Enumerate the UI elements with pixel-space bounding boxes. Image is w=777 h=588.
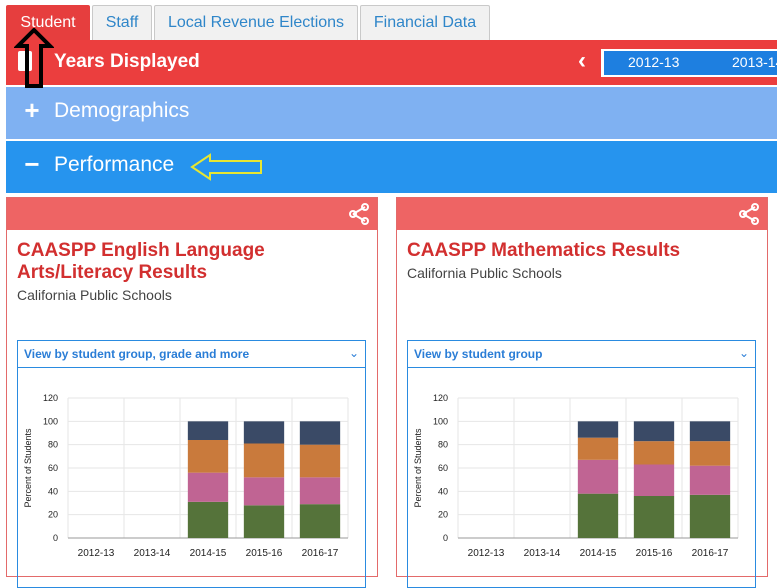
bar-segment <box>299 504 341 538</box>
select-value: View by student group <box>414 347 543 361</box>
bar-segment <box>299 421 341 445</box>
y-tick-label: 20 <box>438 510 448 520</box>
chart-container: 0 20 40 60 80 100 120 Percent of Students 2012-1… <box>17 368 366 588</box>
bar-segment <box>689 421 731 442</box>
bar-segment <box>689 465 731 495</box>
y-tick-label: 120 <box>43 393 58 403</box>
bar-segment <box>689 494 731 538</box>
y-tick-label: 40 <box>48 486 58 496</box>
x-tick-label: 2013-14 <box>134 548 171 559</box>
performance-label: Performance <box>54 153 175 176</box>
chart-container: 0 20 40 60 80 100 120 Percent of Students 2012-1… <box>407 368 756 588</box>
bar-segment <box>633 496 675 538</box>
tab-bar: Student Staff Local Revenue Elections Fi… <box>0 0 777 40</box>
bar-segment <box>243 477 285 506</box>
x-tick-label: 2013-14 <box>524 548 561 559</box>
share-icon[interactable] <box>347 203 371 225</box>
y-tick-label: 60 <box>48 463 58 473</box>
x-tick-label: 2012-13 <box>468 548 505 559</box>
annotation-arrow-left <box>190 153 262 181</box>
x-tick-label: 2012-13 <box>78 548 115 559</box>
chevron-left-icon[interactable]: ‹ <box>578 47 586 74</box>
demographics-section-header[interactable]: + Demographics <box>6 87 777 139</box>
bar-segment <box>243 505 285 538</box>
x-tick-label: 2014-15 <box>190 548 227 559</box>
y-tick-label: 80 <box>438 440 448 450</box>
bar-segment <box>577 421 619 438</box>
card-header <box>7 198 377 230</box>
bar-segment <box>633 421 675 442</box>
tab-staff[interactable]: Staff <box>92 5 152 40</box>
student-group-select[interactable]: View by student group ⌄ <box>407 340 756 368</box>
bar-segment <box>633 441 675 465</box>
card-header <box>397 198 767 230</box>
card-title: CAASPP Mathematics Results <box>407 240 681 261</box>
tab-local-revenue-elections[interactable]: Local Revenue Elections <box>154 5 358 40</box>
performance-section-header[interactable]: − Performance <box>6 141 777 193</box>
bar-segment <box>243 443 285 478</box>
y-tick-label: 40 <box>438 486 448 496</box>
bar-segment <box>577 493 619 538</box>
y-axis-label: Percent of Students <box>413 428 423 508</box>
bar-segment <box>577 459 619 494</box>
math-bar-chart: 0 20 40 60 80 100 120 Percent of Students 2012-1… <box>413 393 739 559</box>
y-tick-label: 100 <box>43 416 58 426</box>
student-group-select[interactable]: View by student group, grade and more ⌄ <box>17 340 366 368</box>
bar-segment <box>243 421 285 444</box>
y-tick-label: 100 <box>433 416 448 426</box>
x-tick-label: 2016-17 <box>692 548 729 559</box>
year-chip-2012-13[interactable]: 2012-13 <box>628 54 680 70</box>
y-tick-label: 120 <box>433 393 448 403</box>
y-tick-label: 0 <box>443 533 448 543</box>
years-displayed-bar: Years Displayed ‹ 2012-13 2013-14 <box>6 40 777 85</box>
bar-segment <box>187 421 229 440</box>
bar-segment <box>577 437 619 460</box>
chevron-down-icon: ⌄ <box>738 346 749 360</box>
years-displayed-title: Years Displayed <box>54 51 200 72</box>
y-tick-label: 20 <box>48 510 58 520</box>
plus-icon: + <box>24 95 40 125</box>
bar-segment <box>187 440 229 473</box>
demographics-label: Demographics <box>54 99 190 122</box>
ela-bar-chart: 0 20 40 60 80 100 120 Percent of Students 2012-1… <box>23 393 349 559</box>
tab-student[interactable]: Student <box>6 5 90 40</box>
year-strip-track: 2012-13 2013-14 <box>604 51 777 75</box>
chevron-down-icon: ⌄ <box>348 346 359 360</box>
y-tick-label: 80 <box>48 440 58 450</box>
bar-segment <box>633 464 675 496</box>
card-subtitle: California Public Schools <box>407 265 562 281</box>
x-tick-label: 2014-15 <box>580 548 617 559</box>
card-title: CAASPP English Language Arts/Literacy Re… <box>17 240 265 283</box>
y-tick-label: 0 <box>53 533 58 543</box>
math-results-card: CAASPP Mathematics Results California Pu… <box>396 197 768 588</box>
y-axis-label: Percent of Students <box>23 428 33 508</box>
bar-segment <box>187 501 229 538</box>
x-tick-label: 2015-16 <box>246 548 283 559</box>
select-value: View by student group, grade and more <box>24 347 250 361</box>
share-icon[interactable] <box>737 203 761 225</box>
year-chip-2013-14[interactable]: 2013-14 <box>732 54 777 70</box>
card-subtitle: California Public Schools <box>17 287 172 303</box>
x-tick-label: 2016-17 <box>302 548 339 559</box>
y-tick-label: 60 <box>438 463 448 473</box>
tab-financial-data[interactable]: Financial Data <box>360 5 490 40</box>
bar-segment <box>299 444 341 478</box>
ela-results-card: CAASPP English Language Arts/Literacy Re… <box>6 197 378 588</box>
annotation-arrow-up <box>14 28 54 88</box>
bar-segment <box>689 441 731 466</box>
bar-segment <box>187 472 229 502</box>
year-selector[interactable]: 2012-13 2013-14 <box>601 49 777 77</box>
bar-segment <box>299 477 341 505</box>
minus-icon: − <box>24 149 40 179</box>
x-tick-label: 2015-16 <box>636 548 673 559</box>
